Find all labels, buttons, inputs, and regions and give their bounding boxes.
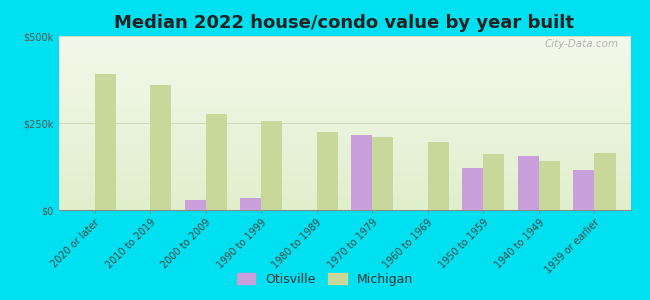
Bar xyxy=(351,135,372,210)
Title: Median 2022 house/condo value by year built: Median 2022 house/condo value by year bu… xyxy=(114,14,575,32)
Bar xyxy=(484,154,504,210)
Bar xyxy=(594,153,616,210)
Bar xyxy=(95,74,116,210)
Bar xyxy=(185,200,205,210)
Bar xyxy=(205,114,227,210)
Bar xyxy=(428,142,449,210)
Bar xyxy=(462,168,484,210)
Bar xyxy=(150,85,171,210)
Legend: Otisville, Michigan: Otisville, Michigan xyxy=(231,268,419,291)
Bar xyxy=(539,161,560,210)
Bar xyxy=(261,121,282,210)
Bar xyxy=(317,132,338,210)
Text: City-Data.com: City-Data.com xyxy=(545,40,619,50)
Bar xyxy=(518,156,539,210)
Bar xyxy=(372,137,393,210)
Bar xyxy=(573,170,594,210)
Bar xyxy=(240,198,261,210)
